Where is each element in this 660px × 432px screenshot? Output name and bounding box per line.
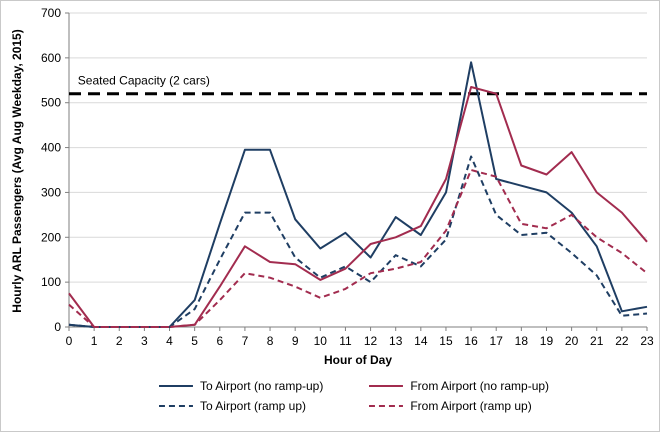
legend-label: From Airport (no ramp-up): [410, 379, 550, 393]
x-tick-label: 7: [242, 334, 249, 348]
y-tick-label: 0: [54, 320, 61, 334]
x-tick-label: 4: [166, 334, 173, 348]
legend-item-to-airport-rampup: To Airport (ramp up): [158, 399, 323, 413]
y-tick-label: 500: [41, 96, 61, 110]
legend: To Airport (no ramp-up) From Airport (no…: [158, 379, 549, 413]
x-tick-label: 22: [615, 334, 629, 348]
x-tick-label: 18: [515, 334, 529, 348]
y-tick-label: 100: [41, 275, 61, 289]
y-tick-label: 300: [41, 185, 61, 199]
x-tick-label: 8: [267, 334, 274, 348]
x-tick-label: 15: [439, 334, 453, 348]
legend-item-from-airport-rampup: From Airport (ramp up): [369, 399, 549, 413]
legend-item-to-airport-no-rampup: To Airport (no ramp-up): [158, 379, 324, 393]
x-tick-label: 21: [590, 334, 604, 348]
legend-label: From Airport (ramp up): [410, 399, 532, 413]
legend-marker-dashed-maroon: [369, 405, 404, 407]
x-tick-label: 14: [414, 334, 428, 348]
x-tick-label: 23: [640, 334, 654, 348]
x-tick-label: 11: [339, 334, 352, 348]
legend-label: To Airport (ramp up): [199, 399, 306, 413]
x-axis-title: Hour of Day: [323, 353, 393, 367]
legend-item-from-airport-no-rampup: From Airport (no ramp-up): [369, 379, 549, 393]
y-tick-label: 400: [41, 141, 61, 155]
x-tick-label: 1: [91, 334, 98, 348]
x-tick-label: 12: [364, 334, 378, 348]
series-line-1: [68, 86, 648, 328]
legend-label: To Airport (no ramp-up): [199, 379, 324, 393]
legend-marker-dashed-navy: [158, 405, 193, 407]
x-tick-label: 2: [116, 334, 123, 348]
x-tick-label: 19: [540, 334, 554, 348]
x-tick-label: 10: [314, 334, 328, 348]
series-line-3: [68, 169, 648, 328]
y-tick-label: 200: [41, 230, 61, 244]
series-line-2: [68, 155, 648, 328]
x-tick-label: 0: [66, 334, 73, 348]
legend-marker-solid-navy: [158, 385, 193, 387]
capacity-line-label: Seated Capacity (2 cars): [78, 74, 210, 88]
series-line-0: [68, 61, 648, 328]
y-axis-title: Hourly ARL Passengers (Avg Aug Weekday, …: [10, 29, 24, 313]
x-tick-label: 6: [216, 334, 223, 348]
x-tick-label: 3: [141, 334, 148, 348]
x-tick-label: 5: [191, 334, 198, 348]
x-tick-label: 16: [464, 334, 478, 348]
x-tick-label: 20: [565, 334, 579, 348]
y-tick-label: 600: [41, 51, 61, 65]
x-tick-label: 9: [292, 334, 299, 348]
x-tick-label: 13: [389, 334, 403, 348]
x-tick-label: 17: [490, 334, 504, 348]
y-tick-label: 700: [41, 6, 61, 20]
legend-marker-solid-maroon: [369, 385, 404, 387]
